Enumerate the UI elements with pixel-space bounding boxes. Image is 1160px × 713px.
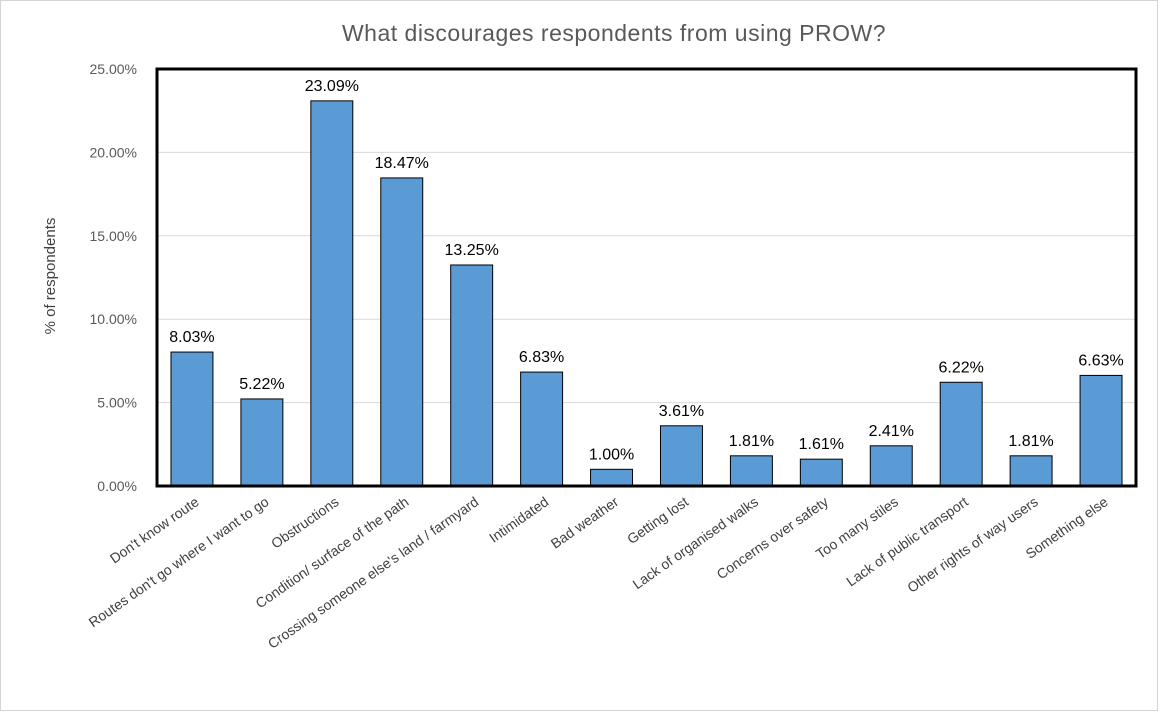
data-label: 13.25% — [445, 242, 499, 259]
plot-area-border — [155, 67, 1138, 488]
bar — [450, 264, 494, 487]
data-label: 1.00% — [589, 446, 634, 463]
x-tick-label: Intimidated — [486, 493, 551, 545]
x-tick-label: Concerns over safety — [713, 493, 831, 582]
y-tick-label: 15.00% — [90, 228, 137, 244]
bar — [1079, 374, 1123, 487]
x-tick-label: Other rights of way users — [904, 493, 1041, 595]
bar — [590, 468, 634, 487]
bar — [939, 381, 983, 487]
gridlines — [157, 151, 1136, 404]
bar — [170, 351, 214, 487]
bar — [310, 100, 354, 487]
chart-title: What discourages respondents from using … — [342, 20, 886, 46]
y-tick-label: 20.00% — [90, 144, 137, 160]
bar — [520, 371, 564, 487]
bar — [659, 425, 703, 487]
y-tick-label: 25.00% — [90, 61, 137, 77]
data-label: 6.63% — [1078, 352, 1123, 369]
bar — [799, 458, 843, 487]
data-label: 1.81% — [1008, 433, 1053, 450]
data-label: 3.61% — [659, 403, 704, 420]
data-label: 6.83% — [519, 349, 564, 366]
data-label: 1.61% — [799, 436, 844, 453]
x-tick-label: Bad weather — [548, 493, 622, 551]
y-tick-label: 0.00% — [97, 478, 137, 494]
data-label: 8.03% — [169, 329, 214, 346]
bars — [170, 100, 1123, 487]
y-tick-label: 5.00% — [97, 395, 137, 411]
data-label: 18.47% — [375, 155, 429, 172]
data-label: 1.81% — [729, 433, 774, 450]
bar — [240, 398, 284, 487]
data-labels: 8.03% 5.22% 23.09% 18.47% 13.25% 6.83% 1.00% 3.… — [169, 78, 1123, 463]
x-tick-label: Getting lost — [624, 493, 691, 547]
y-tick-label: 10.00% — [90, 311, 137, 327]
y-axis-label: % of respondents — [42, 218, 59, 335]
data-label: 5.22% — [239, 376, 284, 393]
bar — [1009, 455, 1053, 487]
bar — [380, 177, 424, 487]
y-axis-ticks: 0.00% 5.00% 10.00% 15.00% 20.00% 25.00% — [90, 61, 137, 494]
x-tick-label: Lack of organised walks — [630, 493, 762, 592]
x-tick-label: Lack of public transport — [843, 493, 971, 589]
bar — [729, 455, 773, 487]
bar — [869, 445, 913, 487]
data-label: 6.22% — [938, 359, 983, 376]
data-label: 23.09% — [305, 78, 359, 95]
data-label: 2.41% — [869, 423, 914, 440]
